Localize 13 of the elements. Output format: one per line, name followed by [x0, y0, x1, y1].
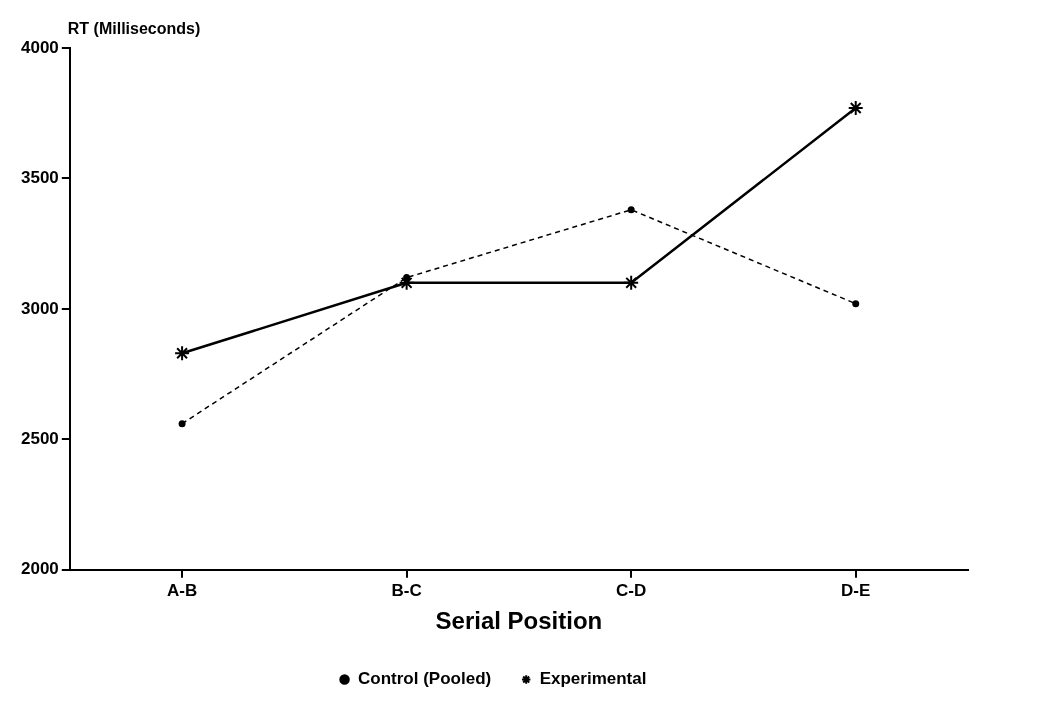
- y-tick-label: 4000: [20, 37, 59, 57]
- y-tick-label: 3000: [20, 298, 59, 318]
- x-tick-label: C-D: [616, 580, 647, 600]
- y-tick-label: 2500: [20, 429, 59, 449]
- y-axis-title: RT (Milliseconds): [67, 20, 201, 38]
- legend-label: Experimental: [539, 669, 647, 689]
- y-tick-label: 3500: [20, 168, 59, 188]
- x-tick-label: D-E: [841, 580, 871, 600]
- legend-label: Control (Pooled): [358, 669, 492, 689]
- x-axis-title: Serial Position: [435, 607, 603, 635]
- x-tick-label: B-C: [391, 580, 422, 600]
- y-tick-label: 2000: [20, 559, 59, 579]
- x-tick-label: A-B: [166, 580, 198, 600]
